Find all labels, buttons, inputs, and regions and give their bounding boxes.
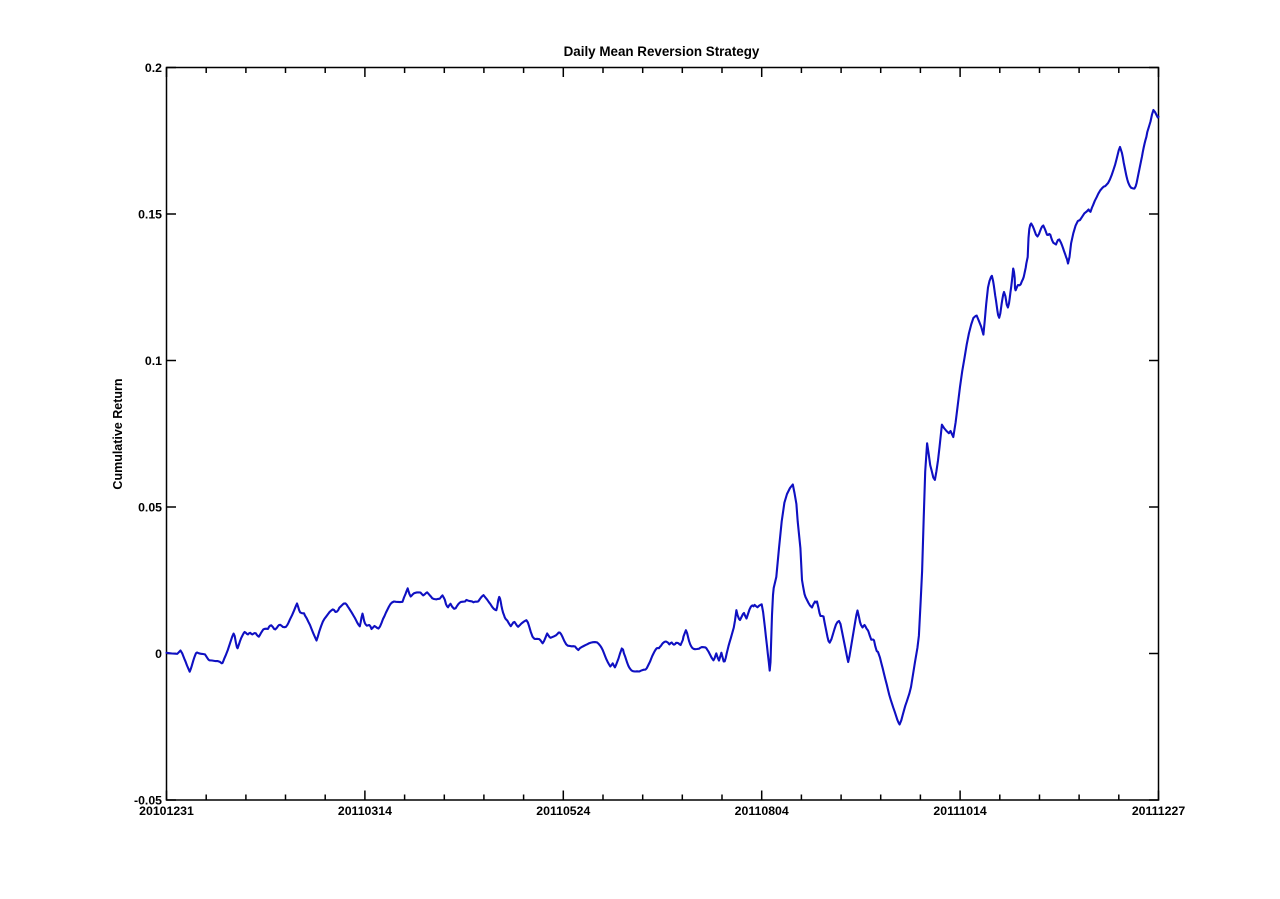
svg-text:20111227: 20111227 (1132, 804, 1186, 818)
svg-text:20111014: 20111014 (933, 804, 987, 818)
svg-text:Daily Mean Reversion Strategy: Daily Mean Reversion Strategy (564, 44, 760, 59)
svg-text:0.05: 0.05 (138, 501, 162, 515)
svg-text:0.2: 0.2 (145, 61, 162, 75)
svg-text:Cumulative Return: Cumulative Return (111, 378, 125, 489)
svg-text:20110804: 20110804 (735, 804, 789, 818)
svg-text:0: 0 (155, 647, 162, 661)
svg-text:0.1: 0.1 (145, 354, 162, 368)
svg-text:20110314: 20110314 (338, 804, 392, 818)
svg-text:-0.05: -0.05 (134, 794, 162, 808)
svg-text:20110524: 20110524 (536, 804, 590, 818)
svg-text:20101231: 20101231 (139, 804, 194, 818)
svg-text:0.15: 0.15 (138, 208, 162, 222)
